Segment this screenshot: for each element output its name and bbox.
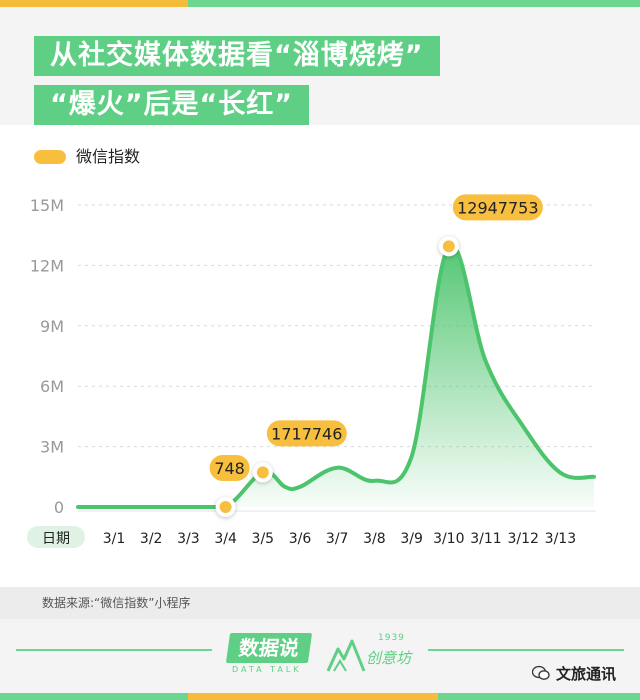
data-label: 12947753	[457, 198, 538, 217]
data-point	[442, 240, 455, 253]
legend-label: 微信指数	[76, 147, 141, 166]
y-tick-label: 6M	[40, 377, 64, 396]
x-axis: 日期 3/1 3/2 3/3 3/4 3/5 3/6 3/7 3/8 3/9 3/10 3/11 3/1…	[27, 510, 596, 548]
x-tick-label: 3/7	[326, 531, 349, 547]
data-point	[219, 500, 232, 513]
data-label-pill	[266, 420, 347, 447]
y-tick-label: 12M	[30, 256, 64, 275]
data-label-pill	[209, 454, 250, 481]
area-chart: 0 3M 6M 9M 12M 15M 日期 3/1 3/2 3/3 3/4 3/5 3/6 3/7 3/8…	[27, 194, 596, 548]
title-line-2: “爆火”后是“长红”	[34, 85, 309, 125]
partner-logo-name: 创意坊	[366, 649, 412, 667]
x-tick-label: 3/3	[177, 531, 200, 547]
legend-swatch	[34, 150, 66, 164]
x-tick-label: 3/13	[545, 531, 576, 547]
watermark-text: 文旅通讯	[556, 665, 617, 683]
x-tick-label: 3/1	[103, 531, 126, 547]
y-tick-label: 3M	[40, 438, 64, 457]
x-tick-label: 3/4	[214, 531, 237, 547]
footer-divider-left	[16, 649, 212, 651]
footer: 数据说 DATA TALK 1939 创意坊	[0, 619, 640, 700]
x-tick-label: 3/9	[400, 531, 423, 547]
partner-logo-year: 1939	[378, 633, 405, 643]
data-label-pill	[452, 194, 543, 221]
footer-divider-right	[428, 649, 624, 651]
series-line	[76, 242, 596, 509]
brand-name: 数据说	[225, 633, 313, 663]
x-tick-label: 3/8	[363, 531, 386, 547]
title-line-1: 从社交媒体数据看“淄博烧烤”	[34, 36, 440, 76]
x-axis-title-pill	[27, 526, 85, 548]
header: 从社交媒体数据看“淄博烧烤” “爆火”后是“长红”	[0, 7, 640, 125]
x-tick-label: 3/11	[470, 531, 501, 547]
brand-subtitle: DATA TALK	[232, 665, 302, 674]
mountain-icon	[326, 639, 366, 672]
x-tick-label: 3/10	[433, 531, 464, 547]
partner-logo: 1939 创意坊	[326, 631, 416, 675]
x-tick-label: 3/2	[140, 531, 163, 547]
y-tick-label: 15M	[30, 196, 64, 215]
data-point	[256, 466, 269, 479]
data-label: 1717746	[271, 424, 342, 443]
brand-logo: 数据说 DATA TALK	[225, 633, 313, 674]
x-tick-label: 3/5	[252, 531, 275, 547]
x-tick-label: 3/6	[289, 531, 312, 547]
data-label: 748	[214, 459, 245, 478]
wechat-icon	[532, 665, 550, 680]
gridlines	[78, 204, 596, 448]
y-tick-label: 0	[54, 498, 64, 517]
y-axis-ticks: 0 3M 6M 9M 12M 15M	[30, 196, 64, 517]
x-tick-label: 3/12	[507, 531, 538, 547]
source-text: 数据来源:“微信指数”小程序	[42, 596, 191, 610]
y-tick-label: 9M	[40, 317, 64, 336]
source-bar: 数据来源:“微信指数”小程序	[0, 587, 640, 619]
bottom-color-bar	[0, 693, 640, 700]
x-axis-title: 日期	[42, 531, 70, 547]
series-area-fill	[78, 244, 594, 507]
annotations: 748 1717746 12947753	[209, 194, 543, 517]
top-color-bar	[0, 0, 640, 7]
